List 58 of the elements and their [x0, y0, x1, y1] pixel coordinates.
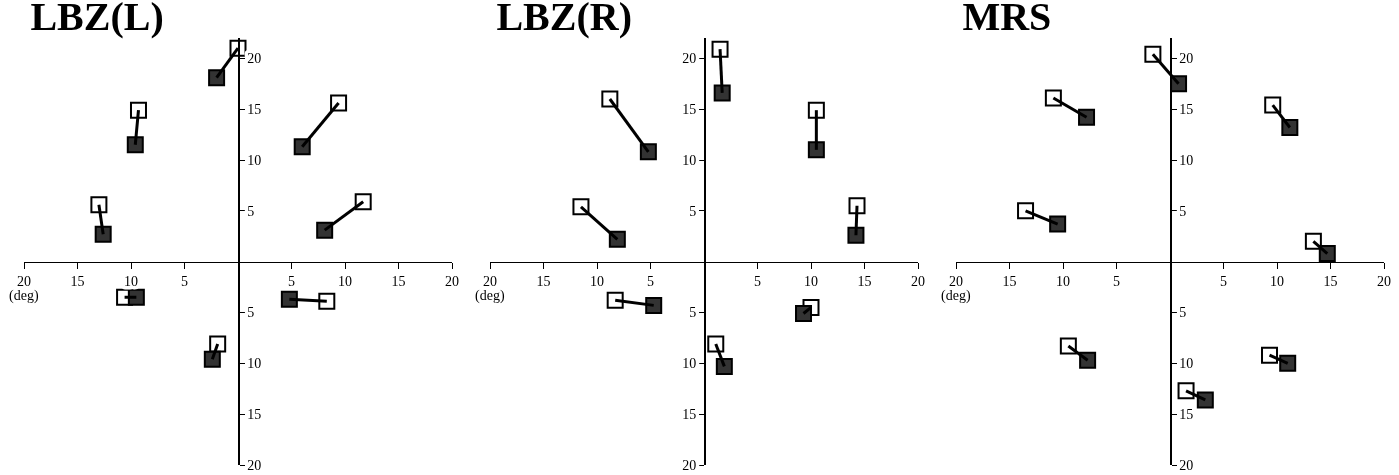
x-tick-label: 15	[1002, 273, 1017, 289]
x-tick-label: 20	[1377, 273, 1391, 289]
y-tick-label: 5	[1179, 203, 1187, 219]
point	[847, 226, 865, 244]
point	[90, 196, 108, 214]
y-tick-label: 5	[1179, 305, 1187, 321]
x-tick-label: 15	[1323, 273, 1338, 289]
x-tick-label: 10	[338, 273, 352, 289]
y-tick-label: 20	[682, 457, 697, 473]
y-tick-label: 15	[1179, 102, 1194, 118]
y-tick-label: 20	[682, 51, 697, 67]
chart-title: LBZ(L)	[30, 0, 164, 40]
y-tick-label: 15	[682, 407, 697, 423]
x-tick-label: 20	[949, 273, 963, 289]
y-tick-label: 10	[1179, 152, 1194, 168]
x-tick-label: 5	[1220, 273, 1227, 289]
x-tick-label: 15	[70, 273, 85, 289]
y-tick-label: 10	[247, 152, 262, 168]
y-tick-label: 15	[682, 102, 697, 118]
y-tick-label: 15	[247, 407, 262, 423]
chart-title: LBZ(R)	[496, 0, 632, 40]
x-tick-label: 20	[483, 273, 497, 289]
y-tick-label: 10	[682, 152, 697, 168]
x-tick-label: 20	[17, 273, 31, 289]
y-tick-label: 20	[1179, 51, 1194, 67]
x-tick-label: 5	[647, 273, 654, 289]
y-tick-label: 20	[247, 457, 262, 473]
x-tick-label: 5	[181, 273, 188, 289]
y-tick-label: 10	[247, 356, 262, 372]
annotation: (deg)	[9, 288, 39, 304]
x-tick-label: 10	[1056, 273, 1070, 289]
x-tick-label: 15	[391, 273, 406, 289]
point	[848, 197, 866, 215]
x-tick-label: 5	[1113, 273, 1120, 289]
x-tick-label: 5	[754, 273, 761, 289]
x-tick-label: 10	[124, 273, 138, 289]
chart-title: MRS	[962, 0, 1052, 40]
x-tick-label: 10	[590, 273, 604, 289]
y-tick-label: 20	[247, 51, 262, 67]
x-tick-label: 5	[288, 273, 295, 289]
y-tick-label: 10	[1179, 356, 1194, 372]
x-tick-label: 20	[445, 273, 459, 289]
x-tick-label: 10	[1270, 273, 1284, 289]
y-tick-label: 15	[1179, 407, 1194, 423]
x-tick-label: 15	[857, 273, 872, 289]
y-tick-label: 5	[689, 203, 697, 219]
y-tick-label: 5	[247, 305, 255, 321]
annotation: (deg)	[475, 288, 505, 304]
x-tick-label: 10	[804, 273, 818, 289]
y-tick-label: 10	[682, 356, 697, 372]
y-tick-label: 15	[247, 102, 262, 118]
x-tick-label: 15	[536, 273, 551, 289]
y-tick-label: 5	[247, 203, 255, 219]
annotation: (deg)	[941, 288, 971, 304]
y-tick-label: 20	[1179, 457, 1194, 473]
y-tick-label: 5	[689, 305, 697, 321]
point	[94, 225, 112, 243]
x-tick-label: 20	[911, 273, 925, 289]
